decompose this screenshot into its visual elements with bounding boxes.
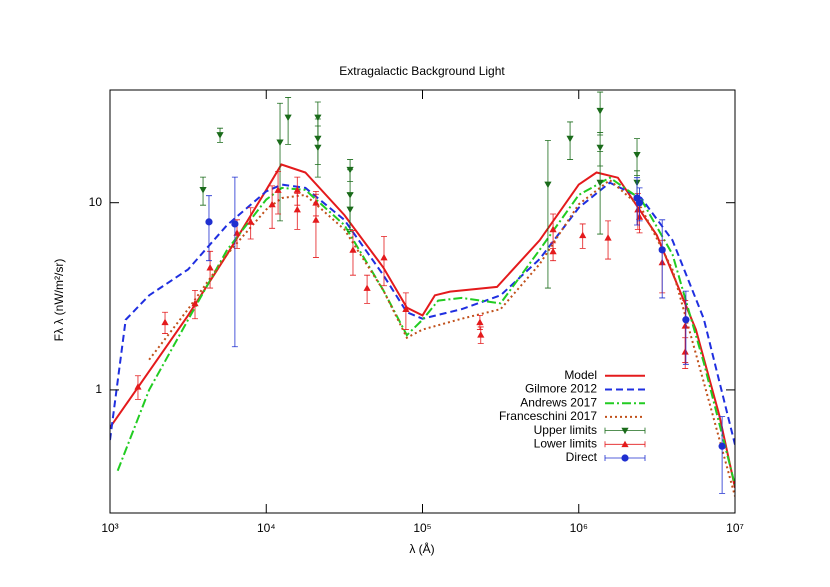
marker (621, 440, 629, 448)
error-bar (597, 150, 604, 235)
error-bar (349, 230, 356, 276)
marker (402, 305, 410, 313)
marker (635, 199, 644, 207)
error-bar (544, 140, 551, 289)
marker (349, 246, 357, 253)
marker (346, 166, 354, 174)
marker (621, 427, 629, 435)
marker (633, 152, 641, 159)
series-line (116, 176, 735, 486)
marker (231, 220, 239, 228)
error-bar (380, 236, 387, 287)
marker (293, 205, 301, 213)
marker (621, 454, 629, 462)
marker (681, 348, 689, 355)
x-tick-label: 10⁶ (570, 521, 588, 535)
x-tick-label: 10⁴ (257, 521, 276, 535)
error-bar (312, 193, 319, 258)
marker (346, 206, 354, 214)
error-bar (719, 416, 726, 494)
legend-label: Model (564, 368, 597, 382)
marker (718, 442, 726, 450)
error-bar (314, 125, 321, 178)
marker (314, 114, 322, 122)
marker (682, 316, 690, 324)
marker (134, 383, 142, 390)
y-tick-label: 10 (89, 195, 103, 209)
legend-label: Lower limits (534, 436, 597, 450)
marker (549, 247, 557, 255)
marker (477, 331, 485, 338)
legend-label: Franceschini 2017 (499, 409, 597, 423)
marker (284, 114, 292, 122)
marker (544, 181, 552, 189)
x-tick-label: 10⁷ (726, 521, 744, 535)
series-line (148, 178, 735, 497)
series-line (110, 163, 735, 488)
marker (293, 186, 301, 193)
error-bar (659, 219, 666, 299)
marker (205, 218, 213, 226)
marker (206, 264, 214, 271)
marker (363, 284, 371, 291)
x-axis-label: λ (Å) (409, 541, 434, 556)
legend-label: Andrews 2017 (520, 395, 597, 409)
marker (596, 179, 604, 187)
marker (161, 318, 169, 326)
marker (216, 132, 224, 139)
plot-area (110, 91, 735, 497)
marker (596, 107, 604, 115)
error-bar (205, 195, 212, 262)
marker (604, 234, 612, 241)
marker (476, 318, 484, 326)
marker (380, 253, 388, 261)
marker (596, 144, 604, 152)
error-bar (277, 102, 284, 222)
legend-label: Upper limits (534, 423, 597, 437)
marker (314, 144, 322, 152)
legend-label: Gilmore 2012 (525, 382, 597, 396)
y-tick-label: 1 (95, 382, 102, 396)
marker (191, 299, 199, 307)
marker (247, 218, 255, 225)
x-tick-label: 10³ (101, 521, 118, 535)
marker (658, 246, 666, 254)
marker (681, 322, 689, 329)
marker (566, 135, 574, 143)
error-bar (231, 176, 238, 348)
marker (276, 139, 284, 146)
marker (274, 186, 282, 193)
marker (199, 187, 207, 194)
error-bar (682, 290, 689, 365)
marker (268, 200, 276, 208)
y-axis-label: Fλ λ (nW/m²/sr) (52, 259, 66, 342)
chart-title: Extragalactic Background Light (339, 64, 505, 78)
marker (312, 216, 320, 223)
marker (579, 231, 587, 239)
plot-frame (109, 89, 736, 514)
legend-label: Direct (566, 450, 598, 464)
marker (549, 225, 557, 233)
x-tick-label: 10⁵ (413, 521, 431, 535)
